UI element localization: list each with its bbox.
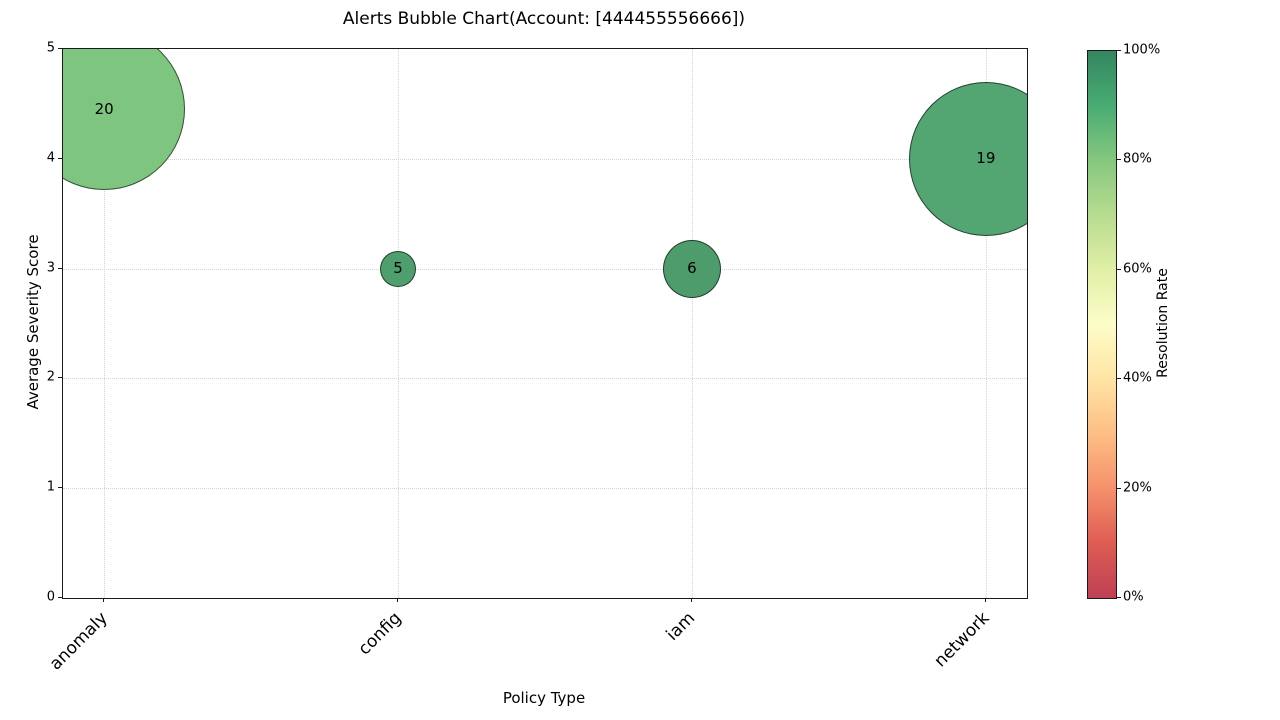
v-gridline — [691, 49, 693, 598]
x-tick-mark — [984, 598, 986, 602]
colorbar-tick-label: 80% — [1123, 151, 1152, 167]
x-tick-mark — [690, 598, 692, 602]
x-tick-label: config — [354, 608, 406, 660]
colorbar-tick-label: 100% — [1123, 42, 1161, 58]
colorbar-tick-label: 20% — [1123, 480, 1152, 496]
colorbar-tick-mark — [1117, 268, 1121, 270]
v-gridline — [398, 49, 400, 598]
v-gridline — [985, 49, 987, 598]
y-tick-label: 3 — [46, 260, 55, 276]
x-tick-label: iam — [662, 608, 700, 645]
colorbar-gradient — [1087, 50, 1117, 599]
bubble-label: 5 — [393, 259, 403, 278]
y-tick-label: 1 — [46, 479, 55, 495]
y-tick-label: 0 — [46, 589, 55, 605]
colorbar-tick-label: 60% — [1123, 261, 1152, 277]
y-axis-label: Average Severity Score — [24, 234, 42, 410]
plot-area: 20 5 6 19 — [62, 48, 1028, 599]
colorbar-tick-mark — [1117, 597, 1121, 598]
colorbar-tick-label: 40% — [1123, 370, 1152, 386]
bubble-label: 6 — [687, 259, 697, 278]
h-gridline — [63, 268, 1027, 270]
colorbar-tick-mark — [1117, 487, 1121, 489]
bubble-label: 19 — [976, 149, 996, 168]
x-tick-label: network — [930, 608, 994, 672]
chart-title: Alerts Bubble Chart(Account: [4444555566… — [342, 9, 746, 29]
colorbar-tick-mark — [1117, 378, 1121, 380]
y-tick-mark — [58, 157, 62, 159]
y-tick-label: 2 — [46, 369, 55, 385]
y-tick-mark — [58, 48, 62, 49]
h-gridline — [63, 378, 1027, 380]
h-gridline — [63, 158, 1027, 160]
x-tick-mark — [103, 598, 105, 602]
h-gridline — [63, 488, 1027, 490]
v-gridline — [104, 49, 106, 598]
y-tick-label: 4 — [46, 150, 55, 166]
colorbar-tick-label: 0% — [1123, 589, 1144, 605]
y-tick-mark — [58, 597, 62, 598]
colorbar-tick-mark — [1117, 159, 1121, 161]
y-tick-mark — [58, 267, 62, 269]
y-tick-mark — [58, 377, 62, 379]
x-tick-mark — [397, 598, 399, 602]
colorbar-label: Resolution Rate — [1155, 268, 1171, 378]
bubble-label: 20 — [94, 99, 114, 118]
bubble-iam: 6 — [662, 239, 721, 298]
bubble-config: 5 — [380, 250, 417, 287]
x-tick-label: anomaly — [45, 608, 112, 675]
bubble-anomaly: 20 — [63, 49, 186, 191]
y-tick-mark — [58, 487, 62, 489]
colorbar-tick-mark — [1117, 50, 1121, 51]
y-tick-label: 5 — [46, 40, 55, 56]
bubble-network: 19 — [908, 81, 1027, 236]
x-axis-label: Policy Type — [502, 689, 586, 707]
